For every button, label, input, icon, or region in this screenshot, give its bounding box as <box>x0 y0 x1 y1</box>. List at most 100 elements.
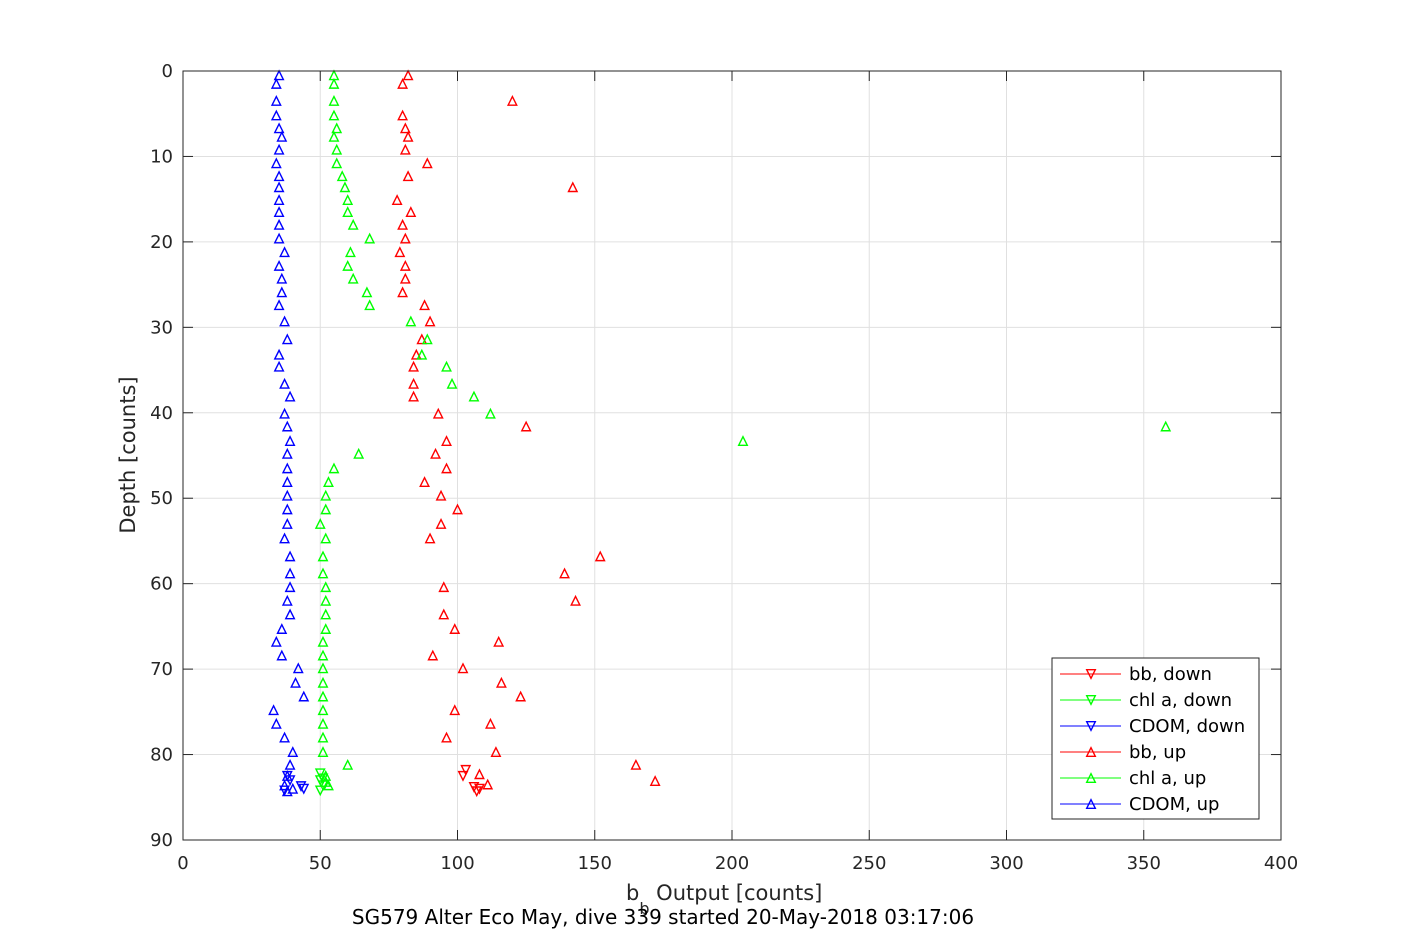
data-point <box>361 286 373 298</box>
data-point <box>630 758 642 770</box>
legend-marker <box>1085 721 1097 732</box>
data-point <box>506 95 518 106</box>
x-tick-label: 50 <box>309 853 332 874</box>
data-point <box>416 333 428 345</box>
series-cdom-down <box>279 770 310 797</box>
legend-label: bb, up <box>1129 742 1186 763</box>
data-point <box>317 690 329 702</box>
data-point <box>298 690 310 702</box>
data-point <box>317 635 329 647</box>
data-point <box>432 407 444 419</box>
data-point <box>399 122 411 134</box>
data-point <box>570 594 581 606</box>
data-point <box>270 635 282 647</box>
data-point <box>737 435 749 446</box>
data-point <box>287 746 299 757</box>
data-point <box>292 662 304 674</box>
legend-entry: CDOM, up <box>1060 794 1219 815</box>
y-tick-label: 40 <box>150 403 173 424</box>
legend-label: CDOM, up <box>1129 794 1219 815</box>
data-point <box>402 69 414 81</box>
x-tick-label: 350 <box>1127 853 1161 874</box>
y-tick-label: 60 <box>150 574 173 595</box>
data-point <box>281 333 293 345</box>
data-point <box>268 704 280 716</box>
data-point <box>408 377 420 389</box>
data-point <box>435 517 447 529</box>
data-point <box>270 717 282 729</box>
data-points <box>268 69 1172 798</box>
data-point <box>474 783 485 795</box>
data-point <box>441 462 452 474</box>
legend-marker <box>1085 695 1097 706</box>
x-tick-label: 300 <box>989 853 1023 874</box>
y-tick-label: 10 <box>150 146 173 167</box>
data-point <box>424 315 436 327</box>
data-point <box>279 407 290 419</box>
y-tick-label: 30 <box>150 317 173 338</box>
data-point <box>273 194 285 206</box>
data-point <box>405 206 417 217</box>
data-point <box>323 779 334 791</box>
data-point <box>284 581 296 593</box>
x-tick-label: 250 <box>852 853 886 874</box>
data-point <box>298 783 310 795</box>
data-point <box>320 623 332 634</box>
data-point <box>347 272 359 284</box>
data-point <box>391 194 403 206</box>
data-point <box>295 781 307 793</box>
data-point <box>328 462 340 474</box>
data-point <box>594 550 606 562</box>
data-point <box>273 181 285 193</box>
x-axis-label-subscript: b <box>639 899 649 918</box>
data-point <box>452 503 463 515</box>
data-point <box>273 259 285 271</box>
data-point <box>402 170 414 182</box>
data-point <box>317 567 329 579</box>
data-point <box>402 130 414 142</box>
series-bb-up <box>391 69 661 790</box>
data-point <box>1160 420 1172 432</box>
x-axis-label-rest: Output [counts] <box>650 881 823 905</box>
data-point <box>317 704 329 716</box>
data-point <box>446 377 458 389</box>
data-point <box>336 170 348 182</box>
data-point <box>273 360 285 372</box>
data-point <box>441 360 452 372</box>
data-point <box>485 407 496 419</box>
data-point <box>276 272 288 284</box>
data-point <box>397 286 409 298</box>
data-point <box>290 676 301 688</box>
data-point <box>438 581 450 593</box>
data-point <box>559 567 570 579</box>
legend-marker <box>1085 669 1097 680</box>
data-point <box>427 649 439 661</box>
y-tick-label: 80 <box>150 745 173 766</box>
data-point <box>397 109 409 121</box>
data-point <box>270 95 282 106</box>
data-point <box>342 259 354 271</box>
data-point <box>284 567 296 579</box>
data-point <box>408 390 420 402</box>
data-point <box>317 780 329 792</box>
data-point <box>284 758 296 770</box>
data-point <box>284 435 296 446</box>
legend-entry: bb, down <box>1060 664 1212 685</box>
data-point <box>317 649 329 661</box>
data-point <box>328 130 340 142</box>
series-bb-down <box>457 764 485 798</box>
data-point <box>520 420 532 432</box>
data-point <box>281 476 293 487</box>
y-axis-label: Depth [counts] <box>116 376 140 533</box>
plot-frame <box>182 70 1282 841</box>
legend: bb, down chl a, down CDOM, down bb, up chl a… <box>1051 657 1260 820</box>
data-point <box>281 489 293 501</box>
data-point <box>279 779 290 791</box>
data-point <box>317 717 329 729</box>
data-point <box>345 246 356 258</box>
data-point <box>284 550 296 562</box>
data-point <box>328 77 340 89</box>
x-axis-label: bb Output [counts] <box>626 881 822 918</box>
legend-label: CDOM, down <box>1129 716 1245 737</box>
data-point <box>495 676 507 688</box>
